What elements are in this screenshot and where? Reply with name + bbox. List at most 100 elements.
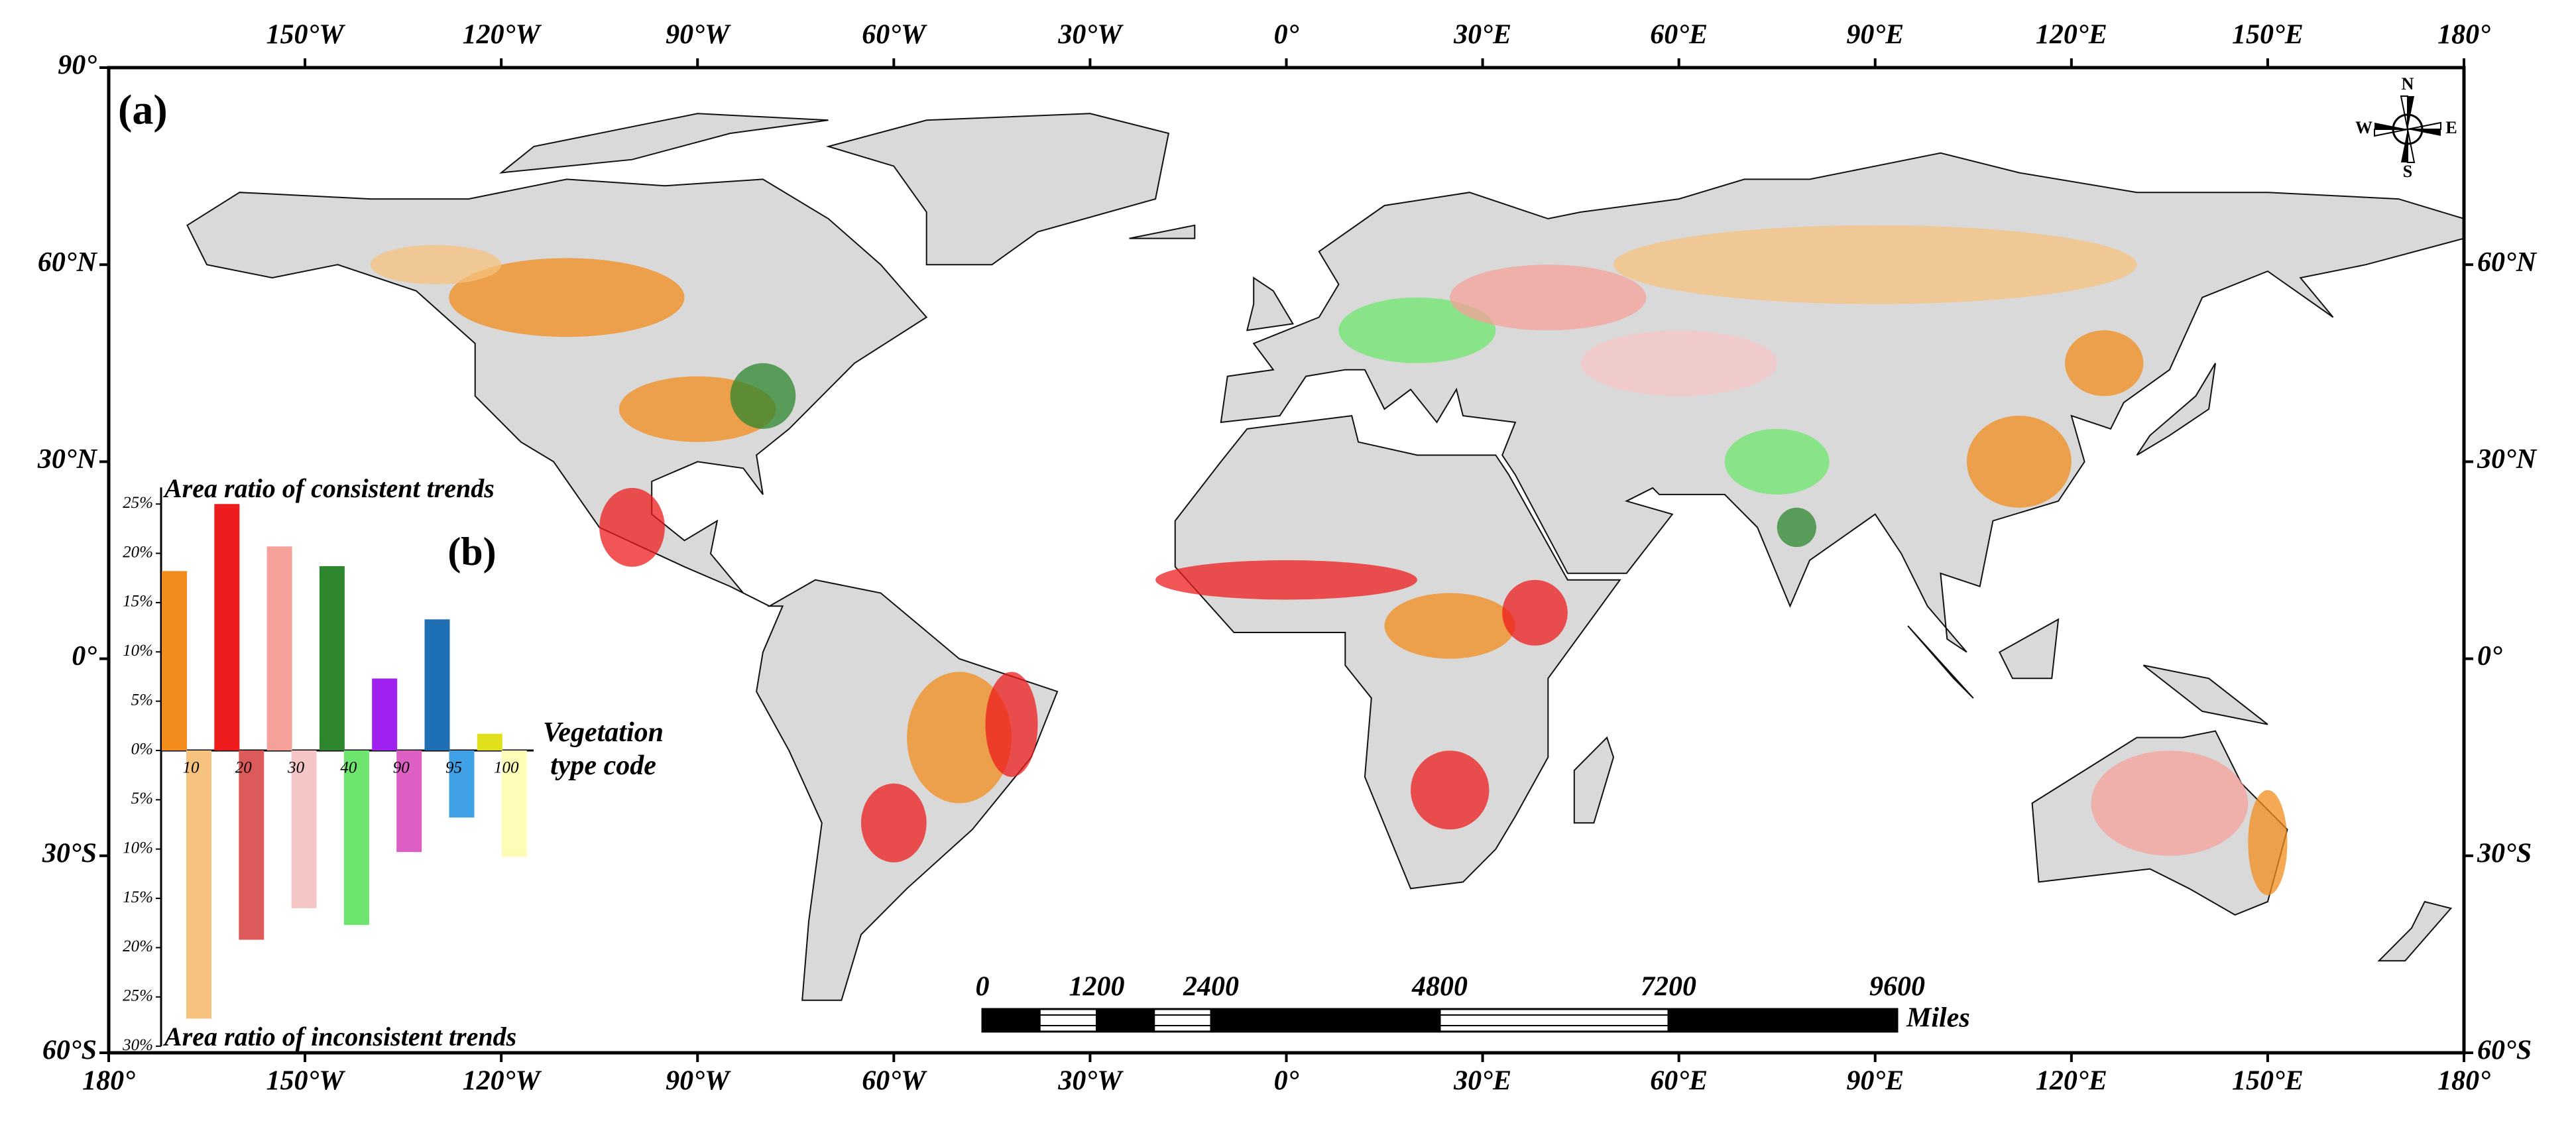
lat-label-right: 60°S: [2477, 1036, 2532, 1066]
land: [1129, 224, 1196, 239]
lon-label-top: 150°W: [266, 20, 346, 50]
bar-inconsistent: [343, 750, 369, 926]
land: [1246, 276, 1295, 331]
compass-letter: W: [2355, 118, 2372, 137]
x-tick-label: 90: [393, 759, 410, 777]
vegetation-patch: [370, 245, 502, 284]
scale-label: 2400: [1183, 972, 1239, 1002]
land: [1573, 736, 1615, 824]
panel-label: (a): [118, 86, 168, 133]
lat-label-right: 0°: [2477, 641, 2502, 672]
vegetation-patch: [449, 258, 685, 337]
bar-consistent: [214, 504, 240, 750]
compass-letter: S: [2403, 162, 2412, 181]
land: [1907, 625, 1974, 699]
x-tick-label: 95: [445, 759, 462, 777]
y2-tick-label: 15%: [123, 888, 153, 906]
bar-consistent: [424, 619, 450, 750]
vegetation-patch: [907, 672, 1012, 804]
bar-consistent: [477, 733, 502, 750]
scale-segment: [1210, 1008, 1441, 1033]
vegetation-patch: [1155, 560, 1417, 600]
vegetation-patch: [2064, 330, 2144, 396]
lon-label-bottom: 120°W: [463, 1066, 542, 1097]
land: [1998, 618, 2060, 680]
bar-consistent: [266, 546, 292, 750]
bar-inconsistent: [396, 750, 422, 853]
series-label-consistent: Area ratio of consistent trends: [162, 473, 495, 503]
compass-ring: [2392, 113, 2424, 145]
lat-label-left: 30°N: [37, 444, 98, 475]
lon-label-top: 60°W: [862, 20, 927, 50]
scale-segment: [1153, 1008, 1212, 1033]
y2-tick-label: 5%: [131, 790, 153, 807]
compass-letter: N: [2402, 74, 2414, 93]
y-tick-label: 5%: [131, 691, 153, 709]
lon-label-top: 180°: [2437, 20, 2490, 50]
lon-label-top: 30°W: [1057, 20, 1124, 50]
lon-label-top: 150°E: [2232, 20, 2304, 50]
y2-tick-label: 25%: [123, 986, 153, 1004]
lat-label-left: 90°: [58, 50, 97, 81]
y-tick-label: 20%: [123, 543, 153, 561]
y2-tick-label: 30%: [122, 1036, 153, 1054]
compass-point: [2407, 129, 2416, 163]
lon-label-bottom: 30°W: [1057, 1066, 1124, 1097]
scale-label: 0: [976, 972, 990, 1002]
vegetation-patch: [1966, 416, 2072, 508]
scale-segment: [1667, 1008, 1899, 1033]
scale-segment: [1038, 1008, 1098, 1033]
vegetation-patch: [599, 488, 665, 567]
lon-label-top: 90°E: [1846, 20, 1904, 50]
bar-inconsistent: [239, 750, 264, 940]
lat-label-right: 30°S: [2477, 838, 2532, 868]
lon-label-bottom: 60°E: [1650, 1066, 1708, 1097]
vegetation-patch: [985, 672, 1038, 777]
compass-point: [2401, 129, 2408, 162]
bar-inconsistent: [449, 750, 475, 818]
lon-label-top: 0°: [1274, 20, 1299, 50]
x-tick-label: 20: [235, 759, 253, 777]
land: [1174, 414, 1621, 890]
vegetation-patch: [2091, 750, 2249, 856]
bar-inconsistent: [501, 750, 527, 857]
lat-label-left: 30°S: [42, 838, 97, 868]
land: [2136, 363, 2216, 456]
land: [498, 113, 829, 174]
vegetation-patch: [1450, 265, 1647, 331]
compass-point: [2408, 96, 2414, 129]
x-tick-label: 100: [494, 759, 519, 777]
x-axis-label: Vegetation type code: [542, 717, 664, 781]
lon-label-bottom: 90°W: [666, 1066, 731, 1097]
vegetation-patch: [1384, 593, 1515, 659]
lon-label-top: 60°E: [1650, 20, 1708, 50]
lat-label-right: 30°N: [2477, 444, 2538, 475]
y2-tick-label: 10%: [123, 839, 153, 857]
lon-label-bottom: 90°E: [1846, 1066, 1904, 1097]
compass-point: [2400, 95, 2408, 130]
scale-segment: [1438, 1008, 1670, 1033]
vegetation-patch: [2248, 790, 2288, 896]
y-tick-label: 10%: [123, 642, 153, 660]
lon-label-bottom: 150°E: [2232, 1066, 2304, 1097]
y2-tick-label: 20%: [123, 937, 153, 955]
y-tick-label: 25%: [123, 494, 153, 512]
vegetation-patch: [860, 783, 927, 863]
vegetation-patch: [1502, 579, 1568, 646]
scale-inner: [982, 1014, 1898, 1026]
lat-label-left: 0°: [72, 641, 97, 672]
scale-label: 1200: [1069, 972, 1125, 1002]
lon-label-bottom: 0°: [1274, 1066, 1299, 1097]
land: [825, 113, 1170, 266]
bar-consistent: [372, 678, 398, 750]
vegetation-patch: [1724, 428, 1830, 495]
vegetation-patch: [1580, 330, 1777, 396]
vegetation-patch: [1411, 750, 1490, 830]
scale-unit: Miles: [1906, 1003, 1970, 1034]
bar-consistent: [162, 571, 187, 750]
bar-inconsistent: [186, 750, 211, 1019]
lon-label-top: 120°W: [463, 20, 542, 50]
scale-label: 7200: [1641, 972, 1696, 1002]
